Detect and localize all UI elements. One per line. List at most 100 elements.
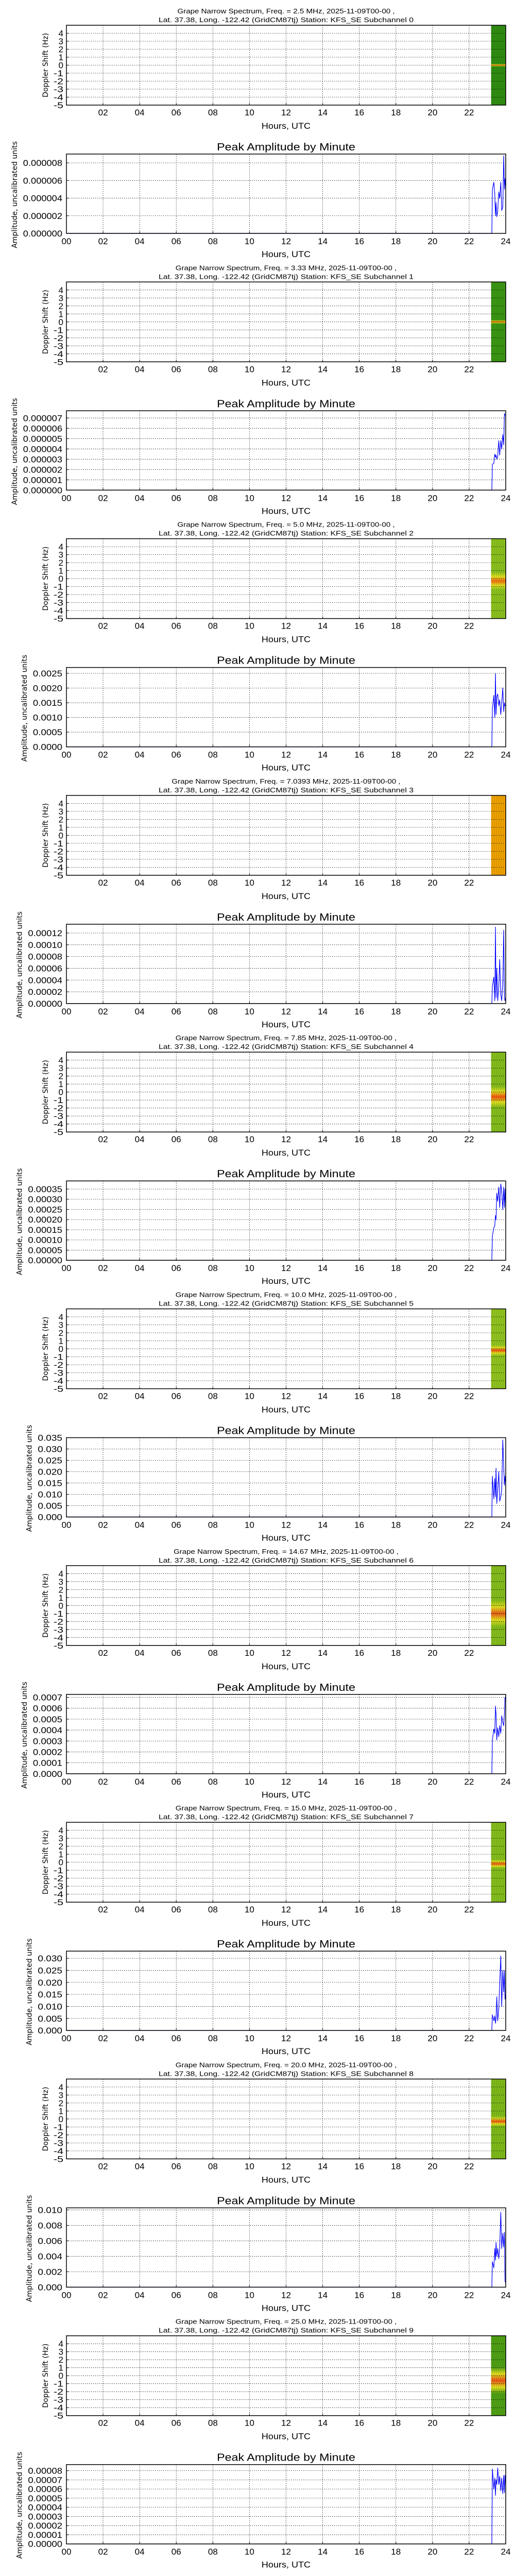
y-tick-label: 1 — [59, 53, 64, 62]
x-tick-label: 12 — [281, 1648, 291, 1658]
y-tick-label: -3 — [54, 2138, 63, 2148]
x-tick-label: 14 — [318, 1777, 328, 1787]
x-tick-label: 12 — [281, 1905, 291, 1914]
y-tick-label: 0 — [59, 2371, 64, 2381]
x-axis-label: Hours, UTC — [262, 635, 311, 645]
x-tick-label: 24 — [501, 1520, 511, 1530]
doppler-spectrogram: Grape Narrow Spectrum, Freq. = 10.0 MHz,… — [42, 1291, 506, 1415]
y-tick-label: 4 — [59, 1569, 64, 1579]
y-tick-label: -1 — [54, 1352, 63, 1362]
x-tick-label: 22 — [464, 1777, 474, 1787]
y-tick-label: -2 — [54, 1874, 63, 1884]
x-tick-label: 20 — [427, 1007, 437, 1016]
y-tick-label: 2 — [59, 558, 64, 568]
y-tick-label: -4 — [54, 349, 63, 359]
y-tick-label: 1 — [59, 566, 64, 576]
amplitude-line — [66, 1697, 506, 1774]
x-tick-label: 16 — [354, 108, 364, 117]
x-tick-label: 02 — [98, 493, 108, 503]
x-tick-label: 08 — [208, 108, 218, 117]
x-axis-label: Hours, UTC — [262, 1276, 311, 1286]
x-tick-label: 20 — [427, 1905, 437, 1914]
spectrogram-title-line-2: Lat. 37.38, Long. -122.42 (GridCM87tj) S… — [159, 1043, 414, 1050]
x-tick-label: 22 — [464, 2290, 474, 2300]
x-tick-label: 10 — [245, 2161, 254, 2171]
x-tick-label: 22 — [464, 2547, 474, 2557]
amplitude-chart-title: Peak Amplitude by Minute — [217, 398, 355, 410]
spectrogram-title-line-1: Grape Narrow Spectrum, Freq. = 20.0 MHz,… — [176, 2061, 397, 2069]
subchannel-panel: Grape Narrow Spectrum, Freq. = 15.0 MHz,… — [25, 1804, 510, 2056]
spectrogram-title-line-2: Lat. 37.38, Long. -122.42 (GridCM87tj) S… — [159, 2327, 414, 2334]
subchannel-panel: Grape Narrow Spectrum, Freq. = 25.0 MHz,… — [15, 2318, 510, 2570]
amplitude-chart-title: Peak Amplitude by Minute — [217, 1682, 355, 1693]
y-tick-label: 1 — [59, 1336, 64, 1346]
x-tick-label: 06 — [171, 1520, 181, 1530]
x-tick-label: 02 — [98, 1777, 108, 1787]
x-tick-label: 02 — [98, 1007, 108, 1016]
x-tick-label: 10 — [245, 621, 254, 631]
x-tick-label: 00 — [62, 493, 72, 503]
x-tick-label: 12 — [281, 2290, 291, 2300]
axes-frame — [66, 1694, 506, 1774]
x-tick-label: 06 — [171, 108, 181, 117]
y-tick-label: -1 — [54, 2379, 63, 2389]
amplitude-point — [503, 711, 504, 712]
y-tick-label: -5 — [54, 1897, 63, 1907]
peak-amplitude-chart: Peak Amplitude by Minute 00 02 04 06 08 10 12 14… — [25, 2195, 510, 2313]
x-tick-label: 08 — [208, 2418, 218, 2428]
x-tick-label: 16 — [354, 2161, 364, 2171]
y-tick-label: -2 — [54, 2130, 63, 2140]
x-tick-label: 10 — [245, 108, 254, 117]
doppler-spectrogram: Grape Narrow Spectrum, Freq. = 15.0 MHz,… — [42, 1804, 506, 1928]
y-tick-label: 0.010 — [38, 2205, 62, 2215]
y-tick-label: -5 — [54, 871, 63, 880]
y-tick-label: 0.00004 — [28, 2503, 62, 2513]
x-axis-label: Hours, UTC — [262, 891, 311, 901]
y-tick-label: 3 — [59, 2090, 64, 2100]
y-tick-label: -5 — [54, 1384, 63, 1394]
y-tick-label: -5 — [54, 1641, 63, 1651]
y-tick-label: 2 — [59, 301, 64, 311]
y-tick-label: 0.00020 — [28, 1215, 62, 1225]
y-tick-label: 4 — [59, 29, 64, 39]
peak-amplitude-chart: Peak Amplitude by Minute 00 02 04 06 08 10 12 14… — [25, 1938, 510, 2056]
x-tick-label: 24 — [501, 236, 511, 246]
y-tick-label: 0 — [59, 1858, 64, 1868]
x-tick-label: 20 — [427, 1777, 437, 1787]
amplitude-line — [66, 1956, 506, 2031]
amplitude-line — [66, 1439, 506, 1518]
x-tick-label: 22 — [464, 236, 474, 246]
amplitude-point — [494, 2248, 495, 2249]
x-tick-label: 14 — [318, 2418, 328, 2428]
y-tick-label: -4 — [54, 1120, 63, 1129]
x-tick-label: 18 — [391, 493, 401, 503]
x-tick-label: 08 — [208, 1520, 218, 1530]
x-tick-label: 02 — [98, 1905, 108, 1914]
x-tick-label: 16 — [354, 1263, 364, 1273]
subchannel-panel: Grape Narrow Spectrum, Freq. = 14.67 MHz… — [21, 1548, 511, 1800]
x-tick-label: 06 — [171, 1134, 181, 1144]
y-tick-label: 0.005 — [38, 2014, 62, 2024]
y-tick-label: -4 — [54, 2403, 63, 2413]
y-tick-label: 0.00012 — [28, 928, 62, 938]
x-tick-label: 10 — [245, 2547, 254, 2557]
x-tick-label: 22 — [464, 621, 474, 631]
x-tick-label: 18 — [391, 2033, 401, 2043]
x-tick-label: 10 — [245, 1777, 254, 1787]
amplitude-chart-title: Peak Amplitude by Minute — [217, 1426, 355, 1437]
x-tick-label: 16 — [354, 1392, 364, 1401]
y-tick-label: -5 — [54, 1127, 63, 1137]
axes-frame — [66, 538, 506, 619]
y-axis-label: Doppler Shift (Hz) — [42, 2344, 50, 2408]
x-tick-label: 06 — [171, 493, 181, 503]
x-tick-label: 04 — [135, 878, 145, 888]
x-tick-label: 08 — [208, 1777, 218, 1787]
axes-frame — [66, 924, 506, 1004]
y-tick-label: 0.000 — [38, 2282, 62, 2292]
x-tick-label: 06 — [171, 2418, 181, 2428]
x-tick-label: 06 — [171, 878, 181, 888]
y-tick-label: 0.00006 — [28, 963, 62, 973]
x-tick-label: 20 — [427, 1520, 437, 1530]
x-tick-label: 20 — [427, 878, 437, 888]
